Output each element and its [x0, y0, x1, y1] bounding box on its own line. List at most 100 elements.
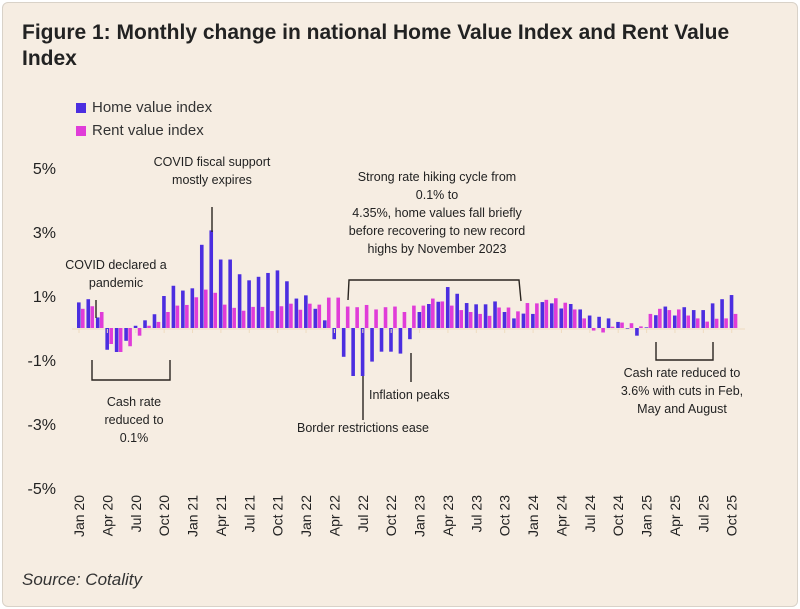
- bar-home: [133, 325, 138, 328]
- bar-home: [351, 328, 355, 376]
- bar-home: [616, 321, 620, 328]
- bar-rent: [705, 321, 709, 328]
- x-tick-label: Jan 21: [185, 495, 201, 537]
- bar-home: [86, 299, 91, 328]
- bar-home: [445, 287, 450, 328]
- bar-rent: [374, 309, 378, 328]
- x-tick-label: Apr 25: [667, 495, 683, 536]
- bar-rent: [194, 297, 199, 328]
- bar-home: [152, 314, 157, 328]
- bar-home: [285, 281, 289, 328]
- bar-home: [209, 230, 214, 328]
- chart-title: Figure 1: Monthly change in national Hom…: [22, 21, 730, 70]
- bar-rent: [81, 308, 85, 328]
- x-tick-label: Apr 22: [326, 495, 342, 536]
- bar-home: [455, 293, 459, 328]
- bar-rent: [620, 322, 624, 328]
- bar-rent: [563, 302, 568, 328]
- bar-rent: [535, 303, 539, 328]
- bar-rent: [431, 298, 435, 328]
- bar-rent: [147, 325, 151, 328]
- bar-rent: [317, 304, 322, 328]
- bar-rent: [232, 307, 236, 328]
- annotation-rate-hiking: 0.1% to: [416, 188, 458, 202]
- bar-rent: [648, 313, 653, 328]
- x-tick-label: Oct 23: [497, 495, 513, 536]
- bar-rent: [402, 312, 407, 328]
- bar-rent: [166, 312, 170, 328]
- annotation-cash-rate-3-6: 3.6% with cuts in Feb,: [621, 384, 743, 398]
- bar-home: [550, 303, 554, 328]
- x-tick-label: Oct 21: [270, 495, 286, 536]
- bar-rent: [724, 318, 728, 328]
- bar-rent: [241, 310, 246, 328]
- bar-rent: [478, 313, 482, 328]
- annotation-rate-hiking: 4.35%, home values fall briefly: [352, 206, 522, 220]
- bar-home: [663, 306, 668, 328]
- bar-rent: [289, 303, 293, 328]
- annotation-inflation-peaks: Inflation peaks: [369, 388, 450, 402]
- bar-rent: [109, 328, 113, 344]
- bar-home: [341, 328, 346, 357]
- bar-home: [228, 259, 232, 328]
- bar-home: [568, 304, 573, 328]
- annotation-rate-hiking: highs by November 2023: [368, 242, 507, 256]
- bar-home: [389, 328, 393, 352]
- bar-home: [540, 302, 545, 328]
- annotation-fiscal-support: COVID fiscal support: [154, 155, 271, 169]
- x-tick-label: Jul 21: [241, 495, 257, 533]
- bar-home: [322, 320, 327, 328]
- bar-rent: [639, 326, 643, 328]
- bar-rent: [695, 318, 700, 328]
- bar-rent: [213, 292, 218, 328]
- y-tick-label: 5%: [33, 161, 56, 178]
- x-tick-label: Jan 23: [412, 495, 428, 537]
- legend-swatch-home: [76, 102, 86, 113]
- bar-home: [408, 328, 412, 340]
- bar-rent: [156, 321, 161, 328]
- annotation-rate-hiking: before recovering to new record: [349, 224, 526, 238]
- bar-home: [237, 274, 242, 328]
- bar-home: [379, 328, 384, 352]
- annotation-covid-pandemic: pandemic: [89, 276, 143, 290]
- bar-home: [313, 308, 318, 328]
- bar-home: [256, 276, 261, 328]
- bar-home: [606, 318, 611, 328]
- bar-rent: [175, 305, 180, 328]
- bar-rent: [658, 308, 662, 328]
- bar-rent: [733, 313, 738, 328]
- bar-home: [691, 310, 696, 328]
- bar-home: [199, 244, 204, 328]
- x-tick-label: Jan 24: [525, 495, 541, 537]
- bar-rent: [336, 297, 341, 328]
- bar-home: [654, 315, 658, 328]
- bar-home: [493, 301, 497, 328]
- y-tick-label: -1%: [28, 353, 56, 370]
- bar-home: [559, 308, 564, 328]
- x-tick-label: Apr 24: [553, 495, 569, 536]
- x-tick-label: Jul 23: [468, 495, 484, 533]
- legend-swatch-rent: [76, 125, 86, 136]
- bar-home: [95, 317, 100, 328]
- bar-home: [644, 327, 649, 328]
- bar-rent: [90, 306, 95, 328]
- x-tick-label: Oct 22: [383, 495, 399, 536]
- annotation-cash-rate-0-1: reduced to: [104, 413, 163, 427]
- bar-rent: [298, 309, 303, 328]
- bar-home: [587, 315, 592, 328]
- bar-home: [427, 304, 431, 328]
- bar-home: [275, 270, 280, 328]
- y-tick-label: -3%: [28, 417, 56, 434]
- x-tick-label: Jul 22: [355, 495, 371, 533]
- annotation-cash-rate-0-1: Cash rate: [107, 395, 161, 409]
- bar-home: [266, 272, 270, 328]
- bar-rent: [487, 315, 492, 328]
- bar-rent: [383, 307, 388, 328]
- bar-home: [502, 312, 507, 328]
- bar-home: [171, 285, 176, 328]
- bar-home: [247, 280, 251, 328]
- bar-rent: [506, 307, 511, 328]
- bar-rent: [222, 304, 227, 328]
- bar-home: [464, 303, 469, 328]
